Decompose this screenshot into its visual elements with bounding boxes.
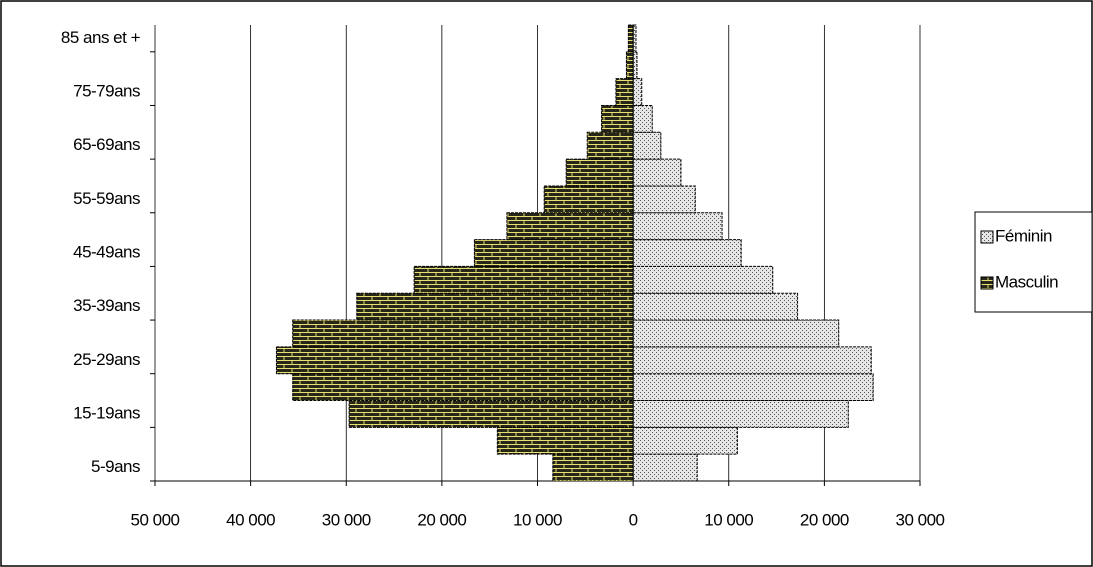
bar [632, 453, 698, 482]
bar [632, 265, 774, 294]
bar [632, 131, 662, 160]
bar [632, 51, 638, 80]
bar [348, 400, 634, 428]
y-tick-label: 55-59ans [73, 189, 140, 208]
bar [627, 24, 634, 53]
bar [632, 400, 849, 428]
bar [473, 239, 634, 267]
x-tick-label: 10 000 [704, 510, 753, 529]
bar [552, 453, 634, 482]
y-tick-label: 65-69ans [73, 135, 140, 154]
y-tick-label: 85 ans et + [61, 28, 141, 47]
y-tick-label: 45-49ans [73, 242, 140, 261]
bar [275, 346, 634, 375]
bar [632, 346, 872, 375]
x-tick-label: 0 [629, 510, 638, 529]
legend-swatch [980, 276, 994, 290]
y-tick-label: 75-79ans [73, 82, 140, 101]
bar [632, 292, 799, 321]
bar [632, 426, 738, 455]
bar [496, 426, 634, 455]
bar [625, 51, 634, 80]
bar [565, 158, 634, 187]
x-tick-label: 40 000 [226, 510, 275, 529]
bar [615, 78, 634, 106]
y-tick-label: 15-19ans [73, 403, 140, 422]
bar [632, 319, 840, 348]
y-tick-label: 35-39ans [73, 296, 140, 315]
legend-label: Masculin [995, 272, 1058, 291]
bar [506, 212, 634, 241]
bar [292, 373, 634, 402]
bar [632, 185, 696, 214]
bar [356, 292, 634, 321]
legend-swatch [980, 230, 994, 244]
x-tick-label: 30 000 [896, 510, 945, 529]
x-tick-label: 50 000 [131, 510, 180, 529]
bar [586, 131, 634, 160]
bar [543, 185, 634, 214]
y-tick-label: 25-29ans [73, 350, 140, 369]
x-tick-label: 10 000 [513, 510, 562, 529]
x-tick-label: 20 000 [800, 510, 849, 529]
x-tick-label: 30 000 [322, 510, 371, 529]
bar [601, 104, 634, 133]
bar [292, 319, 634, 348]
legend-box [974, 211, 1093, 313]
bar [632, 373, 874, 402]
y-tick-label: 5-9ans [91, 457, 140, 476]
bar [632, 239, 742, 267]
x-tick-label: 20 000 [417, 510, 466, 529]
bar [632, 158, 682, 187]
bar [632, 212, 723, 241]
bar [632, 78, 643, 106]
legend-label: Féminin [995, 226, 1052, 245]
bar [632, 104, 653, 133]
bar [413, 265, 634, 294]
